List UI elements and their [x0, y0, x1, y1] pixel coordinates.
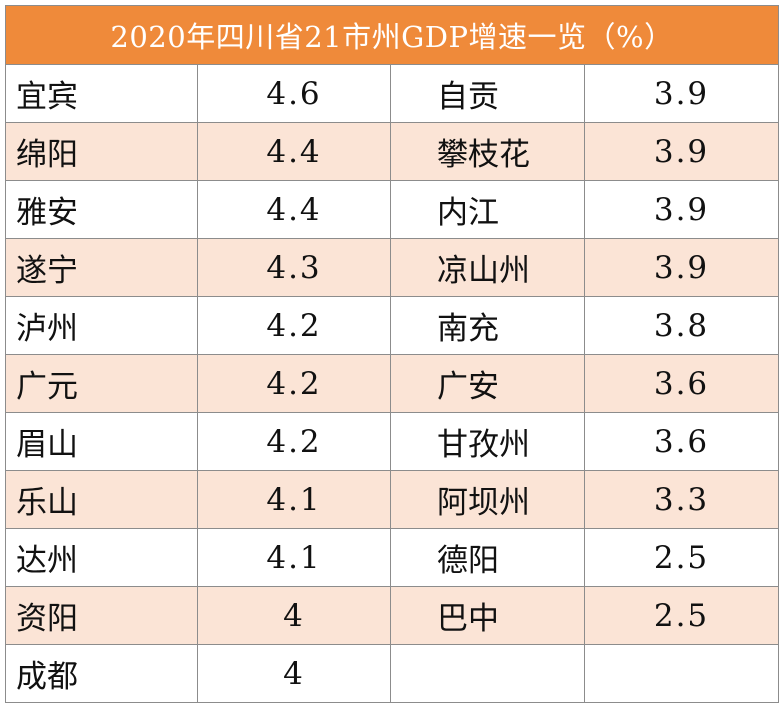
table-row: 达州 4.1 德阳 2.5	[5, 528, 780, 587]
gdp-growth-cell: 4.1	[197, 470, 391, 529]
city-name-cell: 遂宁	[5, 238, 198, 297]
gdp-growth-cell: 3.9	[583, 180, 780, 239]
city-name-cell: 内江	[390, 180, 585, 239]
table-row: 眉山 4.2 甘孜州 3.6	[5, 412, 780, 471]
gdp-growth-cell: 3.3	[583, 470, 780, 529]
gdp-growth-cell: 4.2	[197, 412, 391, 471]
city-name-cell: 凉山州	[390, 238, 585, 297]
city-name-cell: 绵阳	[5, 122, 198, 181]
gdp-growth-cell: 4.1	[197, 528, 391, 587]
city-name-cell: 广元	[5, 354, 198, 413]
gdp-growth-cell: 4.3	[197, 238, 391, 297]
gdp-growth-table: 2020年四川省21市州GDP增速一览（%） 宜宾 4.6 自贡 3.9 绵阳 4.4 攀枝…	[4, 5, 780, 703]
city-name-cell	[390, 644, 585, 703]
gdp-growth-cell	[583, 644, 780, 703]
table-row: 遂宁 4.3 凉山州 3.9	[5, 238, 780, 297]
city-name-cell: 阿坝州	[390, 470, 585, 529]
gdp-growth-cell: 4.4	[197, 180, 391, 239]
city-name-cell: 宜宾	[5, 64, 198, 123]
gdp-growth-cell: 3.9	[583, 122, 780, 181]
gdp-growth-cell: 4.2	[197, 354, 391, 413]
gdp-growth-cell: 4	[197, 644, 391, 703]
table-row: 成都 4	[5, 644, 780, 703]
table-row: 雅安 4.4 内江 3.9	[5, 180, 780, 239]
city-name-cell: 甘孜州	[390, 412, 585, 471]
gdp-growth-cell: 2.5	[583, 586, 780, 645]
city-name-cell: 攀枝花	[390, 122, 585, 181]
table-title: 2020年四川省21市州GDP增速一览（%）	[4, 5, 780, 65]
table-row: 资阳 4 巴中 2.5	[5, 586, 780, 645]
city-name-cell: 成都	[5, 644, 198, 703]
city-name-cell: 巴中	[390, 586, 585, 645]
city-name-cell: 眉山	[5, 412, 198, 471]
gdp-growth-cell: 4.6	[197, 64, 391, 123]
table-row: 广元 4.2 广安 3.6	[5, 354, 780, 413]
city-name-cell: 泸州	[5, 296, 198, 355]
gdp-growth-cell: 3.9	[583, 64, 780, 123]
gdp-growth-cell: 3.9	[583, 238, 780, 297]
table-header-row: 2020年四川省21市州GDP增速一览（%）	[4, 5, 780, 65]
city-name-cell: 雅安	[5, 180, 198, 239]
gdp-growth-cell: 4.4	[197, 122, 391, 181]
gdp-growth-cell: 3.8	[583, 296, 780, 355]
city-name-cell: 广安	[390, 354, 585, 413]
city-name-cell: 资阳	[5, 586, 198, 645]
city-name-cell: 乐山	[5, 470, 198, 529]
gdp-growth-cell: 3.6	[583, 412, 780, 471]
table-row: 泸州 4.2 南充 3.8	[5, 296, 780, 355]
city-name-cell: 达州	[5, 528, 198, 587]
gdp-growth-cell: 4.2	[197, 296, 391, 355]
table-body: 宜宾 4.6 自贡 3.9 绵阳 4.4 攀枝花 3.9 雅安 4.4 内江 3.9 遂宁 4.3 凉山州 3…	[5, 64, 780, 703]
gdp-growth-cell: 2.5	[583, 528, 780, 587]
table-row: 乐山 4.1 阿坝州 3.3	[5, 470, 780, 529]
table-row: 宜宾 4.6 自贡 3.9	[5, 64, 780, 123]
table-row: 绵阳 4.4 攀枝花 3.9	[5, 122, 780, 181]
city-name-cell: 德阳	[390, 528, 585, 587]
gdp-growth-cell: 4	[197, 586, 391, 645]
city-name-cell: 南充	[390, 296, 585, 355]
gdp-growth-cell: 3.6	[583, 354, 780, 413]
city-name-cell: 自贡	[390, 64, 585, 123]
gdp-table-container: 2020年四川省21市州GDP增速一览（%） 宜宾 4.6 自贡 3.9 绵阳 4.4 攀枝…	[4, 5, 780, 703]
